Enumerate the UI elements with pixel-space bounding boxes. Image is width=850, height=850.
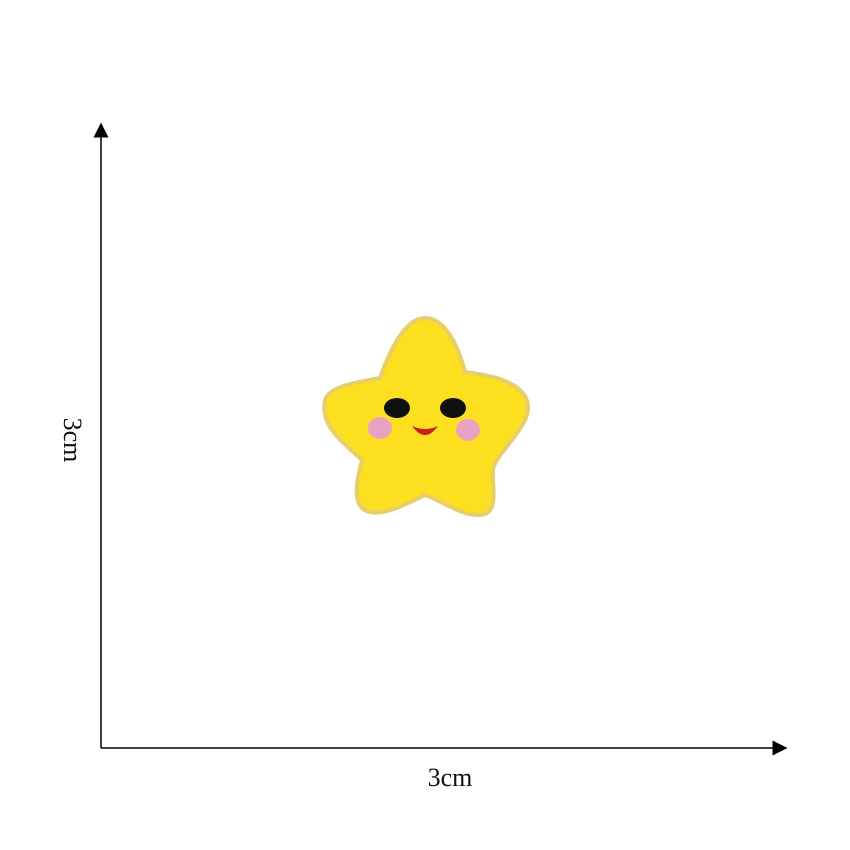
width-label: 3cm — [428, 763, 473, 792]
star-patch — [322, 315, 531, 518]
height-label: 3cm — [58, 418, 87, 463]
